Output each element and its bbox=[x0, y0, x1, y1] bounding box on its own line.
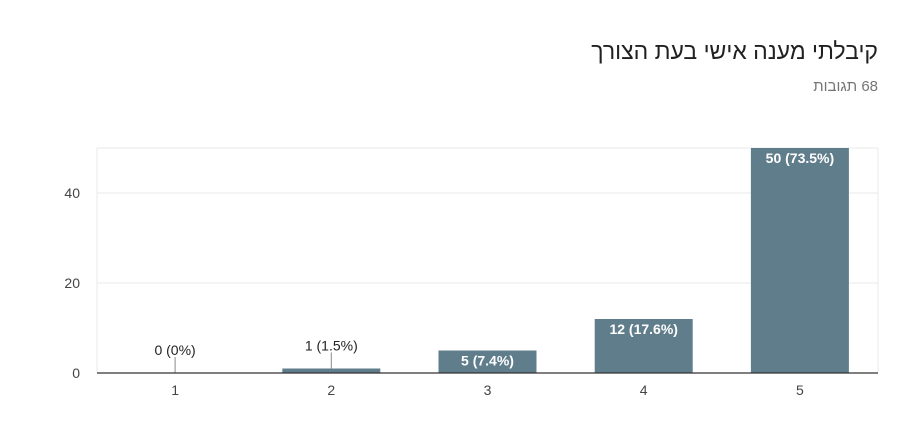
data-label: 1 (1.5%) bbox=[305, 338, 358, 354]
x-tick-label: 3 bbox=[484, 382, 492, 398]
x-tick-label: 1 bbox=[171, 382, 179, 398]
data-label: 0 (0%) bbox=[154, 342, 195, 358]
bar bbox=[282, 368, 381, 373]
bar bbox=[438, 350, 537, 373]
y-tick-label: 0 bbox=[72, 365, 80, 381]
grid-lines bbox=[96, 147, 879, 373]
x-tick-label: 4 bbox=[640, 382, 648, 398]
x-tick-label: 2 bbox=[327, 382, 335, 398]
y-axis-ticks: 0 20 40 bbox=[64, 185, 80, 381]
response-count: 68 תגובות bbox=[813, 78, 878, 95]
y-tick-label: 20 bbox=[64, 275, 80, 291]
bar bbox=[750, 148, 849, 373]
chart-title: קיבלתי מענה אישי בעת הצורך bbox=[591, 38, 878, 64]
x-tick-label: 5 bbox=[796, 382, 804, 398]
y-tick-label: 40 bbox=[64, 185, 80, 201]
data-labels: 0 (0%) 1 (1.5%) 5 (7.4%) 12 (17.6%) 50 (73.5… bbox=[154, 150, 834, 373]
data-label: 50 (73.5%) bbox=[766, 150, 834, 166]
bar bbox=[594, 319, 693, 373]
data-label: 12 (17.6%) bbox=[609, 321, 677, 337]
x-axis-ticks: 1 2 3 4 5 bbox=[97, 372, 878, 398]
data-label: 5 (7.4%) bbox=[461, 353, 514, 369]
bars bbox=[282, 148, 849, 373]
